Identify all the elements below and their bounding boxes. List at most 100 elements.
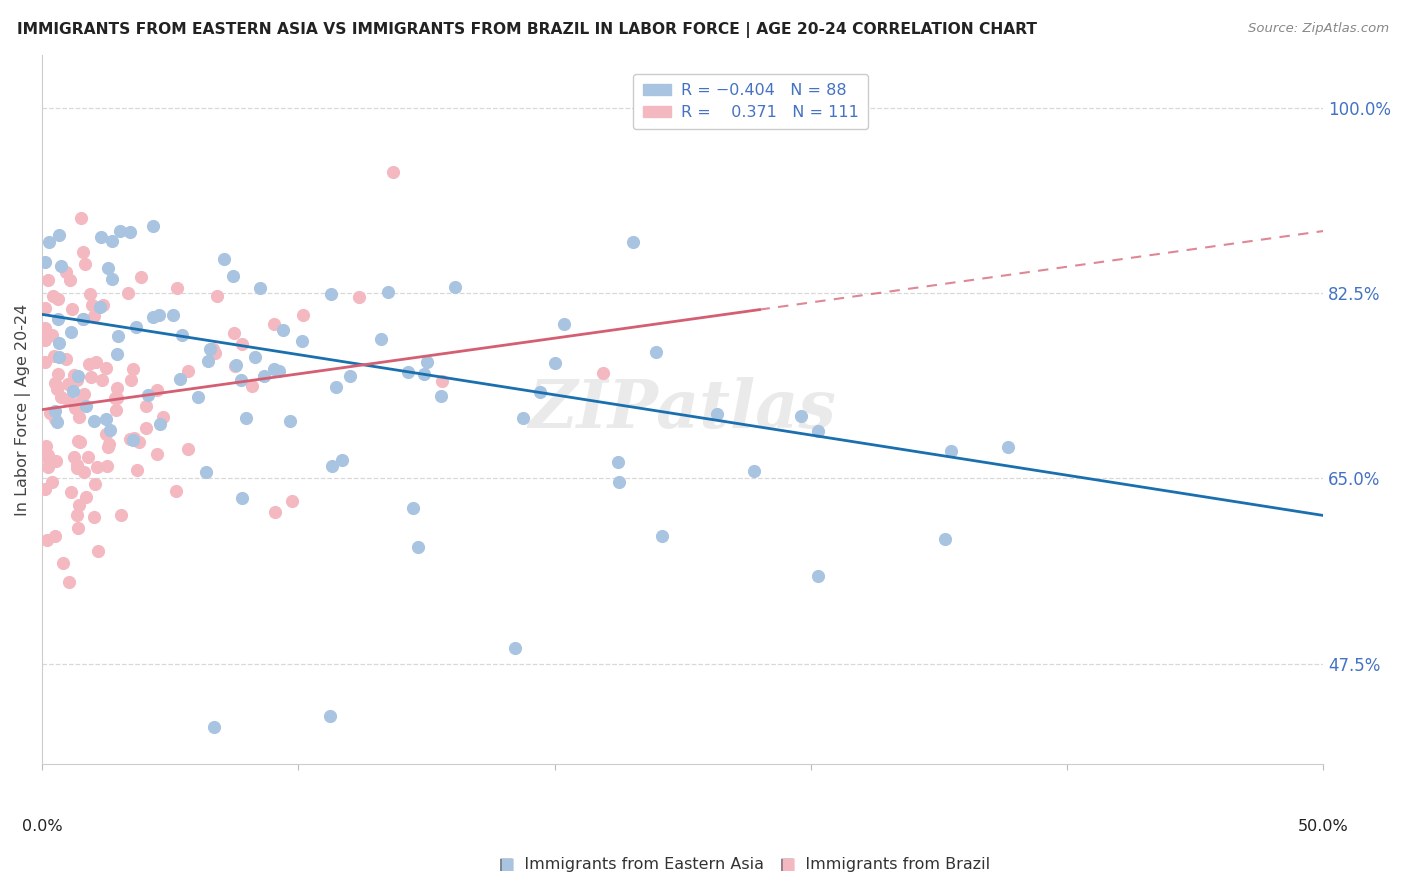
- Point: [118, 225, 141, 239]
- Point: [149, 417, 172, 431]
- Point: [645, 345, 668, 359]
- Point: [934, 532, 956, 546]
- Point: [187, 390, 209, 404]
- Point: [34, 301, 56, 316]
- Text: ■  Immigrants from Eastern Asia: ■ Immigrants from Eastern Asia: [499, 857, 763, 872]
- Point: [205, 288, 228, 302]
- Point: [202, 720, 225, 734]
- Point: [75, 490, 97, 504]
- Point: [142, 310, 165, 325]
- Point: [319, 709, 342, 723]
- Point: [94, 361, 117, 376]
- Point: [117, 285, 139, 300]
- Point: [201, 342, 224, 356]
- Text: Source: ZipAtlas.com: Source: ZipAtlas.com: [1249, 22, 1389, 36]
- Point: [38, 235, 60, 250]
- Point: [330, 452, 353, 467]
- Point: [94, 412, 117, 426]
- Point: [231, 337, 253, 351]
- Point: [339, 369, 361, 384]
- Point: [124, 431, 146, 445]
- Point: [91, 298, 114, 312]
- Point: [42, 289, 65, 303]
- Point: [790, 409, 813, 424]
- Point: [100, 423, 122, 437]
- Point: [97, 441, 120, 455]
- Text: ■: ■: [499, 857, 515, 872]
- Point: [512, 411, 534, 425]
- Point: [45, 383, 67, 397]
- Y-axis label: In Labor Force | Age 20-24: In Labor Force | Age 20-24: [15, 303, 31, 516]
- Point: [41, 327, 63, 342]
- Point: [46, 311, 69, 326]
- Point: [44, 404, 66, 418]
- Point: [370, 332, 392, 346]
- Point: [319, 286, 342, 301]
- Point: [44, 376, 66, 390]
- Point: [263, 361, 285, 376]
- Point: [124, 319, 146, 334]
- Point: [67, 498, 90, 512]
- Point: [48, 227, 70, 242]
- Point: [292, 308, 315, 322]
- Point: [34, 255, 56, 269]
- Point: [650, 529, 672, 543]
- Point: [66, 368, 89, 383]
- Point: [135, 421, 157, 435]
- Point: [75, 257, 97, 271]
- Point: [503, 640, 526, 655]
- Point: [35, 439, 58, 453]
- Point: [80, 370, 103, 384]
- Point: [49, 259, 72, 273]
- Point: [66, 373, 89, 387]
- Point: [104, 403, 127, 417]
- Point: [77, 357, 100, 371]
- Point: [62, 384, 84, 398]
- Point: [39, 406, 62, 420]
- Point: [263, 317, 285, 331]
- Point: [592, 366, 614, 380]
- Point: [90, 373, 112, 387]
- Point: [84, 477, 107, 491]
- Point: [45, 415, 67, 429]
- Point: [194, 465, 217, 479]
- Point: [65, 401, 87, 416]
- Point: [176, 364, 198, 378]
- Point: [249, 281, 271, 295]
- Point: [52, 556, 75, 570]
- Point: [321, 459, 343, 474]
- Point: [63, 368, 86, 382]
- Point: [83, 510, 105, 524]
- Point: [162, 308, 184, 322]
- Point: [75, 399, 97, 413]
- Point: [121, 362, 143, 376]
- Point: [44, 529, 66, 543]
- Point: [66, 521, 89, 535]
- Point: [245, 350, 267, 364]
- Point: [402, 501, 425, 516]
- Point: [432, 374, 454, 388]
- Text: 50.0%: 50.0%: [1298, 819, 1348, 834]
- Point: [107, 346, 129, 360]
- Point: [84, 355, 107, 369]
- Point: [96, 427, 118, 442]
- Point: [58, 575, 80, 590]
- Point: [235, 411, 257, 425]
- Point: [146, 447, 169, 461]
- Point: [56, 392, 79, 407]
- Point: [72, 311, 94, 326]
- Point: [198, 342, 221, 356]
- Point: [222, 326, 245, 341]
- Point: [281, 493, 304, 508]
- Point: [939, 444, 962, 458]
- Point: [240, 379, 263, 393]
- Point: [65, 401, 87, 415]
- Point: [103, 391, 125, 405]
- Point: [121, 434, 143, 448]
- Point: [38, 327, 60, 342]
- Point: [77, 450, 100, 464]
- Point: [291, 334, 314, 348]
- Point: [744, 464, 766, 478]
- Point: [544, 356, 567, 370]
- Point: [231, 373, 253, 387]
